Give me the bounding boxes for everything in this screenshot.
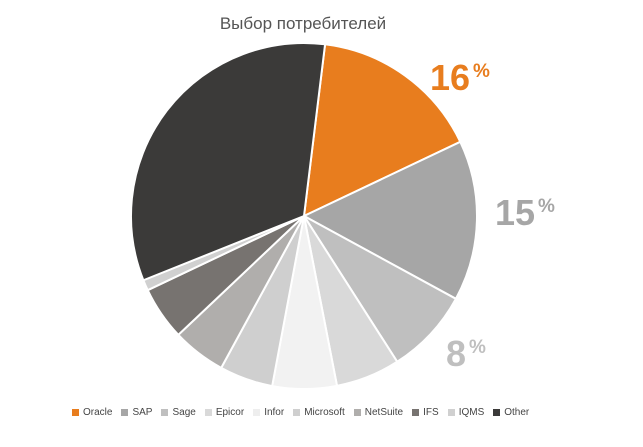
legend-item-ifs: IFS [412, 407, 439, 418]
slice-label-value: 15 [495, 192, 536, 233]
slice-label-sap: 15% [495, 195, 555, 231]
legend-item-sap: SAP [121, 407, 152, 418]
slice-label-oracle: 16% [430, 60, 490, 96]
legend-item-iqms: IQMS [447, 407, 485, 418]
legend-swatch [121, 409, 129, 416]
legend-label: Epicor [215, 407, 245, 418]
pie-slice-other [129, 42, 327, 282]
legend-swatch [447, 409, 455, 416]
legend-item-other: Other [493, 407, 529, 418]
pie-slice-sap [301, 140, 478, 301]
pie-slice-oracle [302, 43, 462, 218]
slice-label-value: 16 [430, 57, 471, 98]
legend-label: SAP [132, 407, 153, 418]
legend-swatch [161, 409, 169, 416]
legend-label: Other [504, 407, 530, 418]
legend-item-epicor: Epicor [204, 407, 245, 418]
slice-label-sage: 8% [446, 336, 486, 372]
legend-label: Microsoft [304, 407, 345, 418]
legend-swatch [353, 409, 361, 416]
legend-swatch [293, 409, 301, 416]
slice-label-value: 8 [446, 333, 467, 374]
legend: Oracle SAP Sage Epicor Infor Microsoft NetSuit… [72, 407, 529, 418]
slice-label-unit: % [469, 337, 486, 358]
legend-item-sage: Sage [161, 407, 196, 418]
legend-label: Infor [264, 407, 285, 418]
legend-swatch [204, 409, 212, 416]
slice-label-unit: % [538, 196, 555, 217]
legend-label: NetSuite [364, 407, 404, 418]
chart-title: Выбор потребителей [219, 14, 387, 33]
legend-label: Sage [172, 407, 196, 418]
legend-item-oracle: Oracle [72, 407, 112, 418]
legend-item-infor: Infor [253, 407, 284, 418]
legend-swatch [72, 409, 79, 416]
legend-item-microsoft: Microsoft [293, 407, 345, 418]
slice-label-unit: % [473, 61, 490, 82]
legend-swatch [493, 409, 501, 416]
legend-swatch [412, 409, 420, 416]
legend-label: IQMS [458, 407, 485, 418]
legend-swatch [253, 409, 261, 416]
legend-item-netsuite: NetSuite [353, 407, 404, 418]
legend-label: IFS [423, 407, 439, 418]
legend-label: Oracle [83, 407, 113, 418]
